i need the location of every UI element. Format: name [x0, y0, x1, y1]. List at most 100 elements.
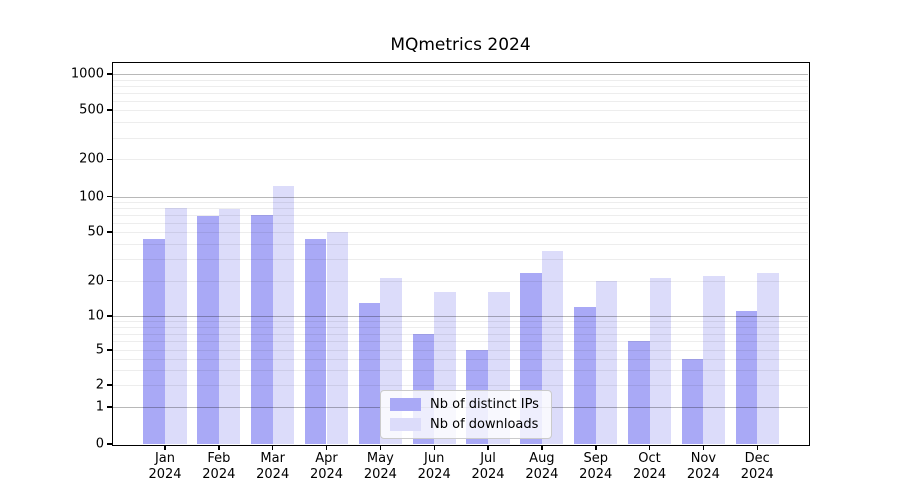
- x-tick-label: Feb 2024: [202, 451, 236, 482]
- y-tick-mark: [107, 158, 112, 161]
- chart-title: MQmetrics 2024: [390, 35, 531, 55]
- legend-label-downloads: Nb of downloads: [430, 417, 539, 432]
- bar-downloads: [165, 208, 187, 444]
- y-tick-label: 100: [79, 189, 104, 205]
- x-tick-mark: [541, 445, 543, 450]
- x-tick-label: Oct 2024: [633, 451, 667, 482]
- bar-downloads: [703, 275, 725, 444]
- y-tick-mark: [107, 109, 112, 111]
- legend: Nb of distinct IPs Nb of downloads: [380, 390, 552, 439]
- x-tick-label: Jun 2024: [417, 451, 451, 482]
- bar-downloads: [272, 185, 295, 444]
- y-tick-label: 5: [95, 342, 104, 358]
- y-tick-label: 20: [87, 273, 104, 288]
- y-tick-label: 500: [79, 102, 104, 118]
- y-tick-mark: [107, 384, 112, 386]
- bar-distinct-ips: [143, 238, 165, 444]
- x-tick-label: Nov 2024: [686, 451, 720, 482]
- gridline-major: [113, 74, 808, 75]
- gridline-minor: [113, 333, 808, 335]
- x-tick-label: Aug 2024: [525, 451, 559, 482]
- y-tick-mark: [107, 279, 112, 282]
- gridline-minor: [113, 100, 808, 102]
- x-tick-mark: [164, 445, 166, 450]
- gridline-minor: [113, 202, 808, 204]
- x-tick-mark: [702, 445, 705, 450]
- y-tick-label: 200: [79, 151, 104, 167]
- gridline-minor: [113, 280, 808, 282]
- y-tick-label: 1: [95, 399, 104, 415]
- gridline-minor: [113, 326, 808, 328]
- y-tick-mark: [107, 231, 112, 233]
- bar-downloads: [649, 277, 672, 444]
- x-tick-mark: [379, 445, 382, 450]
- bar-distinct-ips: [681, 358, 704, 444]
- gridline-minor: [113, 214, 808, 216]
- x-tick-mark: [648, 445, 651, 450]
- y-tick-label: 10: [87, 308, 104, 324]
- x-tick-label: Jan 2024: [148, 451, 182, 482]
- x-tick-label: Mar 2024: [256, 451, 290, 482]
- gridline-minor: [113, 222, 808, 224]
- gridline-minor: [113, 232, 808, 233]
- legend-entry-distinct-ips: Nb of distinct IPs: [390, 397, 539, 412]
- gridline-minor: [113, 321, 808, 323]
- bar-downloads: [757, 273, 779, 444]
- x-tick-label: Apr 2024: [309, 451, 344, 482]
- bar-downloads: [326, 232, 349, 444]
- gridline-minor: [113, 79, 808, 81]
- y-tick-label: 0: [95, 436, 104, 452]
- bar-downloads: [595, 280, 618, 444]
- y-axis-labels: 0 1 2 5 10 20 50 100 200 500 1000: [0, 63, 104, 451]
- x-tick-mark: [756, 445, 758, 450]
- gridline-minor: [113, 85, 808, 87]
- gridline-minor: [113, 350, 808, 351]
- gridline-major: [113, 316, 808, 317]
- bar-distinct-ips: [358, 302, 381, 444]
- y-tick-mark: [107, 406, 112, 408]
- bar-distinct-ips: [197, 216, 219, 444]
- x-tick-mark: [271, 445, 274, 450]
- gridline-minor: [113, 92, 808, 94]
- gridline-minor: [113, 159, 808, 161]
- gridline-minor: [113, 358, 808, 360]
- gridline-major: [113, 196, 808, 198]
- x-tick-mark: [325, 445, 328, 450]
- x-tick-mark: [433, 445, 435, 450]
- gridline-minor: [113, 110, 808, 111]
- y-tick-label: 1000: [70, 66, 104, 82]
- y-tick-mark: [107, 349, 112, 351]
- x-tick-mark: [218, 445, 220, 450]
- x-tick-label: Sep 2024: [579, 451, 613, 482]
- plot-area: [111, 61, 810, 446]
- y-tick-mark: [107, 195, 112, 198]
- bar-distinct-ips: [251, 214, 273, 444]
- y-tick-mark: [107, 73, 112, 75]
- gridline-minor: [113, 208, 808, 210]
- y-tick-mark: [107, 315, 112, 317]
- bar-distinct-ips: [304, 238, 327, 444]
- x-tick-label: May 2024: [363, 451, 397, 482]
- gridline-minor: [113, 122, 808, 123]
- gridline-minor: [113, 243, 808, 245]
- x-tick-label: Jul 2024: [471, 451, 505, 482]
- x-tick-mark: [487, 445, 489, 450]
- legend-swatch-downloads: [390, 418, 421, 431]
- y-tick-label: 2: [95, 377, 104, 393]
- gridline-minor: [113, 137, 808, 139]
- y-tick-mark: [107, 443, 112, 445]
- y-tick-label: 50: [87, 224, 104, 240]
- legend-entry-downloads: Nb of downloads: [390, 417, 539, 432]
- legend-swatch-distinct-ips: [390, 398, 421, 411]
- bar-distinct-ips: [735, 311, 758, 444]
- gridline-minor: [113, 259, 808, 260]
- bar-distinct-ips: [574, 306, 596, 444]
- bar-downloads: [218, 209, 241, 444]
- x-tick-mark: [595, 445, 597, 450]
- x-tick-label: Dec 2024: [740, 451, 774, 482]
- gridline-minor: [113, 385, 808, 386]
- bar-distinct-ips: [628, 341, 650, 444]
- legend-label-distinct-ips: Nb of distinct IPs: [430, 397, 539, 412]
- gridline-minor: [113, 369, 808, 371]
